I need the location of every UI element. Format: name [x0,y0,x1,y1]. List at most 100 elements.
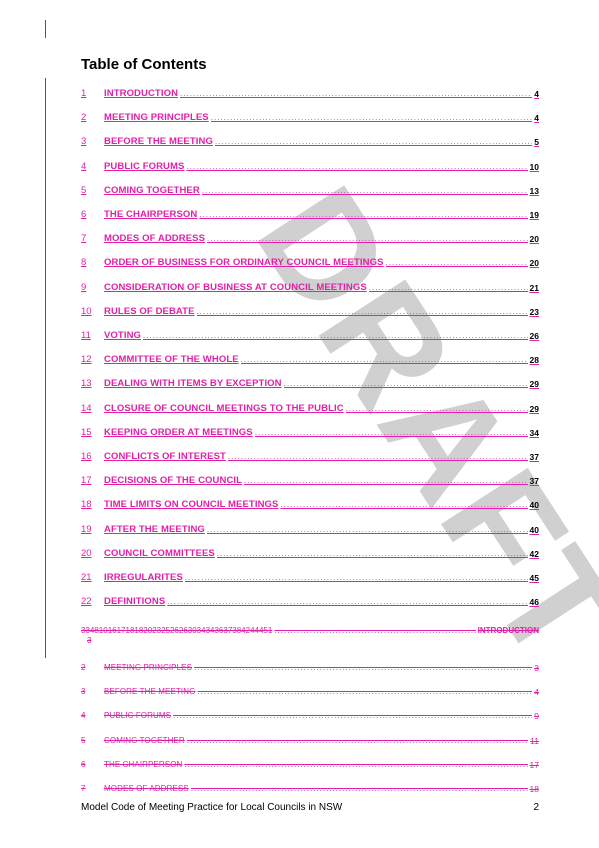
deleted-toc-row[interactable]: 7 MODES OF ADDRESS 18 [81,781,539,795]
revision-bar-main [45,78,46,658]
toc-leader-dots [180,88,532,100]
toc-row[interactable]: 21 IRREGULARITES 45 [81,570,539,584]
deleted-toc-row[interactable]: 4 PUBLIC FORUMS 9 [81,708,539,722]
toc-row[interactable]: 4 PUBLIC FORUMS 10 [81,159,539,173]
toc-number: 7 [81,784,86,793]
toc-page-number: 10 [529,161,539,172]
toc-label: RULES OF DEBATE [104,305,195,317]
toc-leader-dots [241,354,528,366]
toc-page-number: 26 [529,331,539,341]
toc-row[interactable]: 15 KEEPING ORDER AT MEETINGS 34 [81,425,539,439]
toc-number: 18 [81,499,92,511]
toc-row[interactable]: 22 DEFINITIONS 46 [81,594,539,608]
toc-number: 11 [81,330,91,341]
toc-label: AFTER THE MEETING [104,523,205,535]
toc-leader-dots [199,209,527,221]
toc-number: 3 [81,136,87,148]
toc-leader-dots [369,282,528,294]
toc-label: DECISIONS OF THE COUNCIL [104,475,243,487]
toc-leader-dots [217,548,528,560]
toc-number: 20 [81,547,92,559]
toc-number: 2 [81,663,86,672]
toc-row[interactable]: 9 CONSIDERATION OF BUSINESS AT COUNCIL ME… [81,280,539,294]
toc-label: MEETING PRINCIPLES [104,112,209,124]
toc-row[interactable]: 18 TIME LIMITS ON COUNCIL MEETINGS 40 [81,497,539,511]
toc-leader-dots [280,499,527,511]
toc-number: 5 [81,184,87,196]
toc-page-number: 20 [529,258,539,269]
toc-number: 4 [81,160,87,172]
toc-leader-dots [215,136,532,148]
toc-row[interactable]: 10 RULES OF DEBATE 23 [81,304,539,318]
toc-number: 9 [81,281,87,293]
toc-leader-dots [207,233,528,245]
toc-label: INTRODUCTION [104,88,179,99]
toc-label: CONFLICTS OF INTEREST [104,451,226,462]
toc-page-number: 40 [529,524,539,535]
toc-page-number: 17 [529,759,539,770]
toc-row[interactable]: 19 AFTER THE MEETING 40 [81,522,539,536]
toc-leader-dots [184,759,527,771]
toc-number: 6 [81,759,86,769]
toc-page-number: 4 [534,687,539,698]
toc-label: MODES OF ADDRESS [104,784,189,793]
toc-label: THE CHAIRPERSON [104,759,183,769]
toc-number: 3 [81,687,86,697]
toc-leader-dots [185,572,528,584]
toc-page-number: 40 [529,500,539,511]
toc-row[interactable]: 11 VOTING 26 [81,328,539,342]
footer-page-number: 2 [533,802,539,813]
toc-page-number: 4 [534,89,539,99]
toc-row[interactable]: 1 INTRODUCTION 4 [81,86,539,100]
toc-page-number: 46 [529,597,539,608]
toc-page-number: 9 [534,711,539,722]
toc-label: MODES OF ADDRESS [104,233,206,245]
toc-leader-dots [274,626,475,636]
toc-row[interactable]: 14 CLOSURE OF COUNCIL MEETINGS TO THE PUB… [81,401,539,415]
toc-row[interactable]: 12 COMMITTEE OF THE WHOLE 28 [81,352,539,366]
toc-page-number: 34 [529,427,539,438]
toc-page-number: 4 [534,113,539,124]
deleted-toc-row[interactable]: 6 THE CHAIRPERSON 17 [81,757,539,771]
toc-row[interactable]: 13 DEALING WITH ITEMS BY EXCEPTION 29 [81,376,539,390]
toc-row[interactable]: 8 ORDER OF BUSINESS FOR ORDINARY COUNCIL … [81,255,539,269]
toc-number: 13 [81,378,92,390]
toc-number: 17 [81,475,92,487]
deleted-toc-row[interactable]: 2 MEETING PRINCIPLES 3 [81,660,539,674]
deleted-toc-heading-row[interactable]: 3348101617181820232526263034343637384244… [81,626,539,636]
toc-leader-dots [211,112,533,124]
toc-row[interactable]: 17 DECISIONS OF THE COUNCIL 37 [81,473,539,487]
toc-label: CONSIDERATION OF BUSINESS AT COUNCIL MEE… [104,281,367,293]
toc-row[interactable]: 7 MODES OF ADDRESS 20 [81,231,539,245]
toc-label: PUBLIC FORUMS [104,711,172,721]
toc-row[interactable]: 2 MEETING PRINCIPLES 4 [81,110,539,124]
toc-number: 8 [81,257,87,269]
toc-row[interactable]: 20 COUNCIL COMMITTEES 42 [81,546,539,560]
toc-number: 22 [81,596,92,608]
toc-page-number: 45 [529,573,539,583]
toc-page-number: 28 [529,355,539,366]
toc-row[interactable]: 5 COMING TOGETHER 13 [81,183,539,197]
toc-label: VOTING [104,330,142,341]
toc-row[interactable]: 3 BEFORE THE MEETING 5 [81,134,539,148]
footer-text: Model Code of Meeting Practice for Local… [81,802,343,813]
toc-row[interactable]: 6 THE CHAIRPERSON 19 [81,207,539,221]
deleted-toc-row[interactable]: 3 BEFORE THE MEETING 4 [81,684,539,698]
toc-leader-dots [284,378,528,390]
toc-number: 10 [81,305,92,317]
toc-page-number: 20 [529,234,539,245]
toc-number: 12 [81,354,92,366]
toc-page-number: 29 [529,403,539,414]
toc-row[interactable]: 16 CONFLICTS OF INTEREST 37 [81,449,539,463]
toc-label: MEETING PRINCIPLES [104,663,193,672]
toc-page-number: 18 [529,784,539,794]
revision-bar-top [45,20,46,38]
toc-leader-dots [197,686,532,698]
toc-page-number: 21 [529,282,539,293]
deleted-toc-label: INTRODUCTION [477,626,539,635]
toc-number: 5 [81,735,86,745]
toc-page-number: 13 [529,185,539,196]
toc-page-number: 3 [534,663,539,673]
deleted-toc-row[interactable]: 5 COMING TOGETHER 11 [81,733,539,747]
toc-number: 4 [81,711,86,721]
